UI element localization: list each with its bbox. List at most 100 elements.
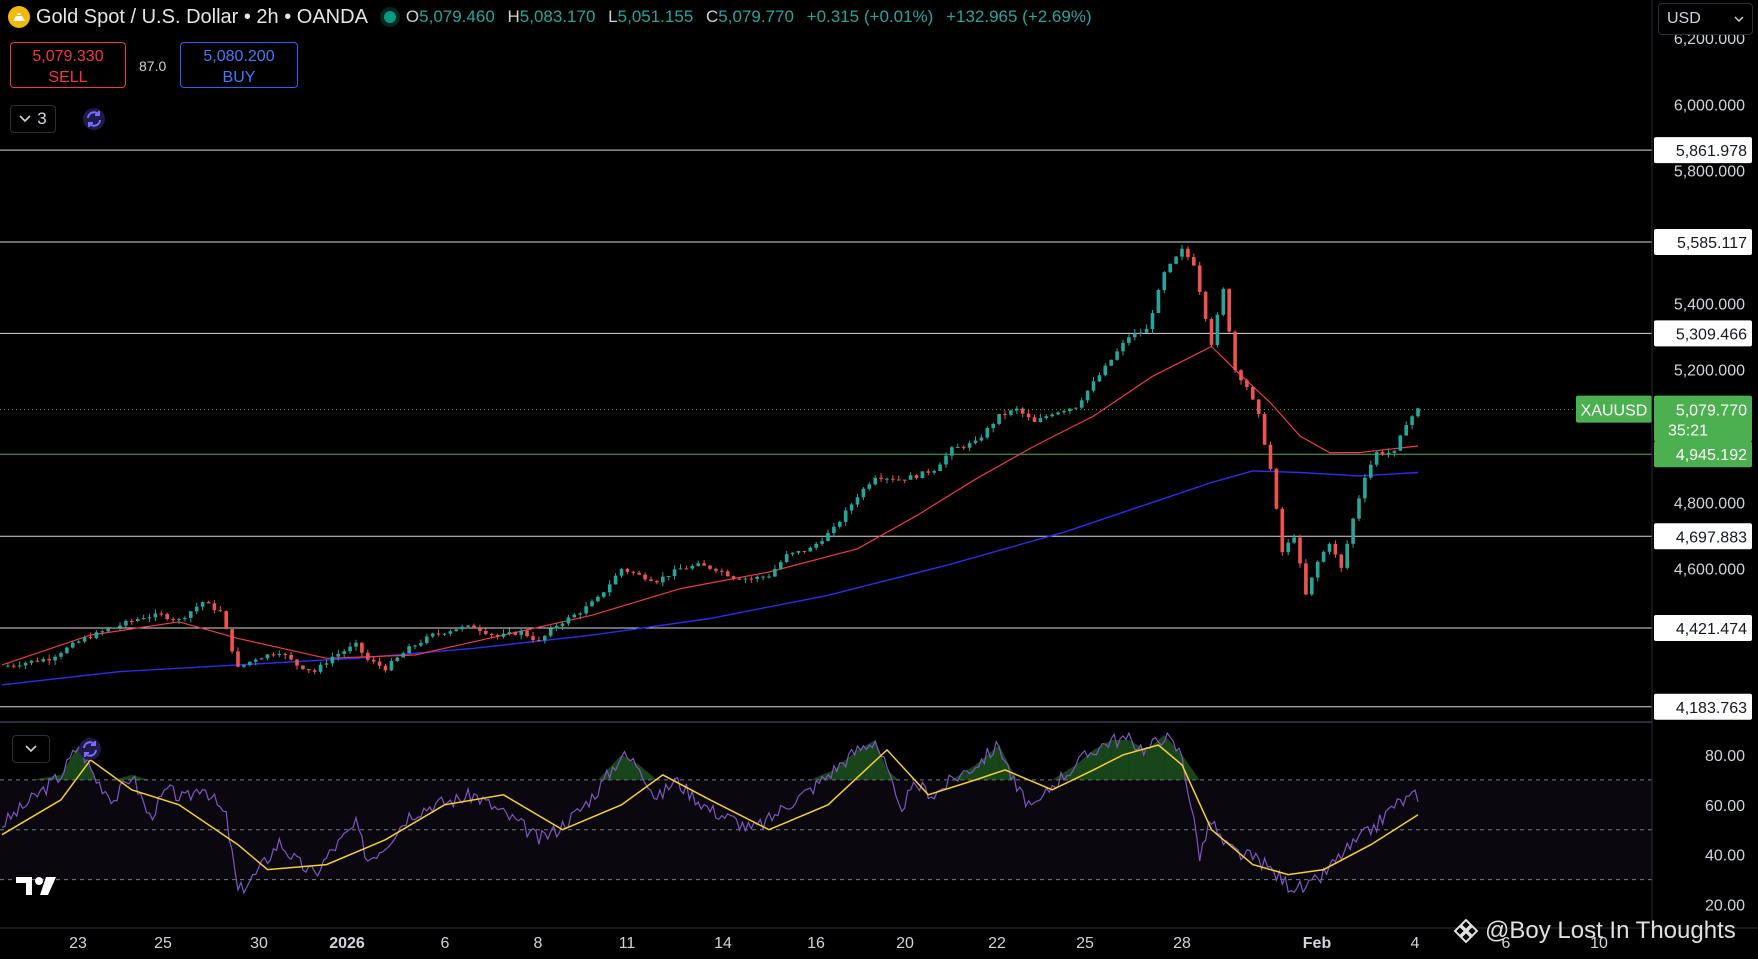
candle-body: [271, 654, 276, 656]
close-key: C: [706, 7, 719, 26]
candle-body: [1251, 386, 1255, 400]
candle-body: [1091, 381, 1096, 391]
candle-body: [554, 625, 559, 629]
time-tick-label: 25: [154, 935, 172, 952]
rsi-tick-label: 20.00: [1705, 898, 1745, 915]
candle-body: [307, 669, 311, 671]
candle-body: [938, 464, 942, 471]
candle-body: [991, 423, 995, 429]
candle-body: [1079, 400, 1084, 408]
time-tick-label: 16: [807, 935, 825, 952]
candle-body: [1097, 375, 1102, 382]
level-label: 5,585.117: [1677, 235, 1747, 252]
candle-body: [1115, 351, 1119, 360]
candle-body: [944, 455, 948, 465]
currency-select[interactable]: USD: [1658, 3, 1753, 35]
candle-body: [761, 576, 765, 578]
candle-body: [873, 477, 877, 485]
candle-body: [100, 631, 105, 633]
high-value: 5,083.170: [519, 7, 596, 26]
refresh-icon[interactable]: [82, 107, 106, 131]
candle-body: [607, 584, 612, 593]
candle-body: [1209, 318, 1214, 345]
candle-body: [348, 646, 352, 652]
candle-body: [1162, 272, 1167, 291]
candle-body: [513, 632, 518, 635]
candle-body: [1168, 263, 1172, 273]
rsi-refresh-icon[interactable]: [78, 737, 102, 761]
candle-body: [543, 635, 547, 641]
last-price-label: 5,079.770: [1676, 403, 1747, 420]
candle-body: [566, 617, 571, 624]
candle-body: [678, 568, 683, 570]
candle-body: [1192, 257, 1196, 266]
tradingview-logo-icon[interactable]: [16, 875, 62, 897]
high-key: H: [507, 7, 520, 26]
candle-body: [932, 470, 936, 473]
candle-body: [755, 576, 759, 579]
indicators-toggle-button[interactable]: 3: [10, 105, 56, 133]
rsi-toggle-button[interactable]: [12, 735, 50, 763]
buy-button[interactable]: 5,080.200 BUY: [180, 42, 298, 88]
candle-body: [1026, 413, 1031, 418]
candle-body: [1103, 365, 1108, 376]
level-label: 4,183.763: [1676, 700, 1747, 717]
candle-body: [1292, 537, 1296, 543]
candle-body: [1068, 408, 1072, 412]
level-label: 4,945.192: [1676, 447, 1747, 464]
candle-body: [985, 428, 990, 438]
candle-body: [967, 443, 972, 448]
rsi-overbought-fill: [887, 769, 899, 780]
candle-body: [743, 578, 748, 580]
candle-body: [76, 641, 81, 643]
level-label-bg: [1654, 523, 1752, 550]
diamond-logo-icon: [1453, 918, 1479, 944]
rsi-overbought-fill: [857, 739, 876, 780]
candle-body: [1351, 518, 1355, 544]
candle-body: [749, 578, 754, 580]
candle-body: [253, 659, 258, 662]
symbol-title[interactable]: Gold Spot / U.S. Dollar • 2h • OANDA: [36, 5, 368, 28]
candle-body: [47, 659, 51, 661]
chevron-down-icon: [1734, 16, 1744, 22]
candle-body: [194, 606, 199, 612]
candle-body: [725, 571, 730, 577]
candle-body: [1138, 332, 1143, 334]
candle-body: [1245, 380, 1249, 387]
time-tick-label: 10: [1590, 935, 1608, 952]
candle-body: [430, 633, 435, 637]
sell-button[interactable]: 5,079.330 SELL: [10, 42, 126, 88]
candle-body: [619, 568, 624, 576]
time-tick-label: 11: [619, 935, 636, 952]
indicator-count: 3: [37, 109, 47, 128]
candle-body: [767, 576, 771, 578]
level-label: 4,697.883: [1676, 529, 1747, 546]
candle-body: [283, 653, 287, 655]
candle-body: [1044, 416, 1049, 419]
candle-body: [572, 614, 577, 618]
rsi-overbought-fill: [131, 774, 150, 780]
rsi-overbought-fill: [1052, 764, 1076, 780]
candle-body: [773, 568, 777, 577]
candle-body: [702, 563, 706, 566]
candle-body: [1374, 452, 1379, 465]
candle-body: [820, 541, 824, 544]
candle-body: [1197, 265, 1202, 292]
market-open-indicator: [383, 11, 396, 23]
candle-body: [147, 617, 152, 619]
candle-body: [1274, 468, 1279, 509]
price-tick-label: 4,800.000: [1674, 495, 1745, 512]
candle-body: [950, 447, 954, 456]
candle-body: [548, 628, 553, 636]
candle-body: [790, 552, 795, 555]
candle-body: [885, 478, 889, 480]
symbol-header[interactable]: Gold Spot / U.S. Dollar • 2h • OANDA O5,…: [8, 4, 1100, 30]
candle-body: [796, 550, 801, 553]
candle-body: [584, 606, 588, 614]
time-tick-label: 6: [1502, 935, 1511, 952]
candle-body: [814, 543, 818, 548]
candle-body: [1392, 450, 1397, 453]
time-tick-label: 23: [69, 935, 87, 952]
candle-body: [454, 629, 459, 632]
